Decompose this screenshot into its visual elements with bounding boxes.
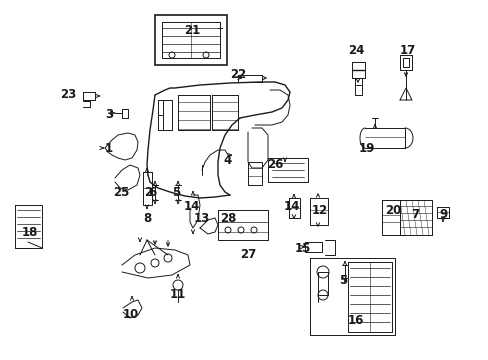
Text: 21: 21 [183,23,200,36]
Text: 22: 22 [229,68,245,81]
Text: 18: 18 [22,225,38,238]
Text: 17: 17 [399,44,415,57]
Text: 28: 28 [220,211,236,225]
Text: 16: 16 [347,314,364,327]
Text: 7: 7 [410,208,418,221]
Text: 23: 23 [60,89,76,102]
Text: 26: 26 [266,158,283,171]
Text: 4: 4 [224,154,232,167]
Text: 5: 5 [171,185,180,198]
Text: 15: 15 [294,242,310,255]
Text: 13: 13 [193,211,210,225]
Bar [155,15,226,65]
Text: 14: 14 [283,201,300,213]
Text: 8: 8 [142,211,151,225]
Text: 5: 5 [338,274,346,287]
Text: 24: 24 [347,44,364,57]
Text: 9: 9 [438,208,446,221]
Text: 2: 2 [143,185,152,198]
Text: 3: 3 [105,108,113,122]
Text: 25: 25 [113,185,129,198]
Text: 19: 19 [358,141,374,154]
Text: 27: 27 [240,248,256,261]
Text: 1: 1 [105,141,113,154]
Text: 14: 14 [183,201,200,213]
Text: 12: 12 [311,203,327,216]
Text: 6: 6 [147,185,156,198]
Text: 20: 20 [384,203,400,216]
Text: 10: 10 [122,309,139,321]
Text: 11: 11 [169,288,186,302]
